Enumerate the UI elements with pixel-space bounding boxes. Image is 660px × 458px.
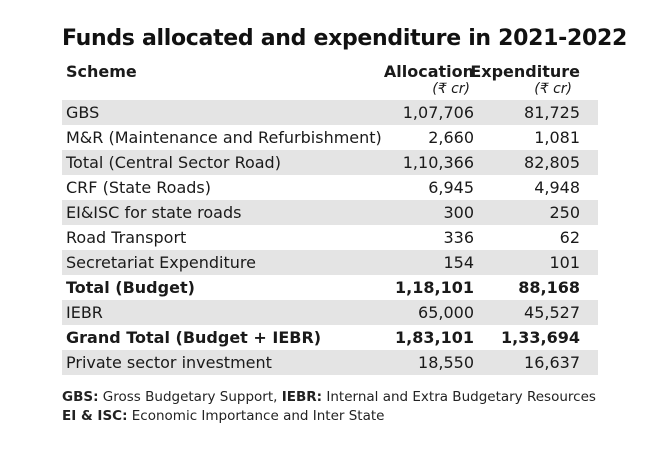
chart-title: Funds allocated and expenditure in 2021-… bbox=[62, 26, 628, 51]
cell-expenditure: 250 bbox=[549, 203, 580, 222]
table-row: Road Transport 336 62 bbox=[62, 225, 598, 250]
cell-expenditure: 1,081 bbox=[534, 128, 580, 147]
cell-expenditure: 82,805 bbox=[524, 153, 580, 172]
header-expenditure-unit: (₹ cr) bbox=[534, 81, 572, 97]
cell-allocation: 2,660 bbox=[428, 128, 474, 147]
table-row: GBS 1,07,706 81,725 bbox=[62, 100, 598, 125]
cell-expenditure: 81,725 bbox=[524, 103, 580, 122]
cell-scheme: IEBR bbox=[66, 303, 103, 322]
cell-expenditure: 101 bbox=[549, 253, 580, 272]
cell-scheme: EI&ISC for state roads bbox=[66, 203, 242, 222]
cell-scheme: Secretariat Expenditure bbox=[66, 253, 256, 272]
cell-allocation: 1,18,101 bbox=[395, 278, 474, 297]
footnote-text: Gross Budgetary Support, bbox=[98, 389, 282, 405]
table-body: GBS 1,07,706 81,725 M&R (Maintenance and Re… bbox=[62, 100, 598, 375]
header-expenditure: Expenditure bbox=[470, 62, 580, 81]
cell-allocation: 1,07,706 bbox=[402, 103, 474, 122]
table-row: M&R (Maintenance and Refurbishment) 2,660… bbox=[62, 125, 598, 150]
header-allocation-unit: (₹ cr) bbox=[432, 81, 470, 97]
table-row: EI&ISC for state roads 300 250 bbox=[62, 200, 598, 225]
funds-table: Scheme Allocation Expenditure (₹ cr) (₹ … bbox=[62, 60, 598, 375]
table-header: Scheme Allocation Expenditure (₹ cr) (₹ … bbox=[62, 60, 598, 100]
cell-allocation: 65,000 bbox=[418, 303, 474, 322]
footnote-abbr: IEBR: bbox=[281, 389, 323, 405]
footnote-text: Economic Importance and Inter State bbox=[127, 408, 385, 424]
table-row: Secretariat Expenditure 154 101 bbox=[62, 250, 598, 275]
table-row: CRF (State Roads) 6,945 4,948 bbox=[62, 175, 598, 200]
cell-expenditure: 16,637 bbox=[524, 353, 580, 372]
cell-scheme: Private sector investment bbox=[66, 353, 272, 372]
cell-scheme: Total (Budget) bbox=[66, 278, 195, 297]
cell-allocation: 6,945 bbox=[428, 178, 474, 197]
header-allocation: Allocation bbox=[383, 62, 474, 81]
footnote-line: EI & ISC: Economic Importance and Inter … bbox=[62, 407, 596, 426]
cell-allocation: 1,83,101 bbox=[395, 328, 474, 347]
cell-scheme: GBS bbox=[66, 103, 100, 122]
cell-expenditure: 45,527 bbox=[524, 303, 580, 322]
table-row: IEBR 65,000 45,527 bbox=[62, 300, 598, 325]
footnote-abbr: EI & ISC: bbox=[62, 408, 128, 424]
cell-expenditure: 88,168 bbox=[518, 278, 580, 297]
cell-scheme: Total (Central Sector Road) bbox=[66, 153, 281, 172]
cell-expenditure: 1,33,694 bbox=[501, 328, 580, 347]
footnote-line: GBS: Gross Budgetary Support, IEBR: Inte… bbox=[62, 388, 596, 407]
cell-allocation: 336 bbox=[443, 228, 474, 247]
table-row: Private sector investment 18,550 16,637 bbox=[62, 350, 598, 375]
table-row: Grand Total (Budget + IEBR) 1,83,101 1,33,… bbox=[62, 325, 598, 350]
footnote-abbr: GBS: bbox=[62, 389, 99, 405]
cell-scheme: CRF (State Roads) bbox=[66, 178, 211, 197]
footnote-text: Internal and Extra Budgetary Resources bbox=[322, 389, 596, 405]
table-row: Total (Central Sector Road) 1,10,366 82,80… bbox=[62, 150, 598, 175]
cell-expenditure: 4,948 bbox=[534, 178, 580, 197]
cell-scheme: Grand Total (Budget + IEBR) bbox=[66, 328, 322, 347]
cell-allocation: 1,10,366 bbox=[402, 153, 474, 172]
cell-allocation: 154 bbox=[443, 253, 474, 272]
cell-scheme: Road Transport bbox=[66, 228, 187, 247]
cell-scheme: M&R (Maintenance and Refurbishment) bbox=[66, 128, 382, 147]
cell-expenditure: 62 bbox=[559, 228, 580, 247]
cell-allocation: 18,550 bbox=[418, 353, 474, 372]
cell-allocation: 300 bbox=[443, 203, 474, 222]
header-scheme: Scheme bbox=[66, 62, 137, 81]
table-row: Total (Budget) 1,18,101 88,168 bbox=[62, 275, 598, 300]
footnotes: GBS: Gross Budgetary Support, IEBR: Inte… bbox=[62, 388, 596, 426]
